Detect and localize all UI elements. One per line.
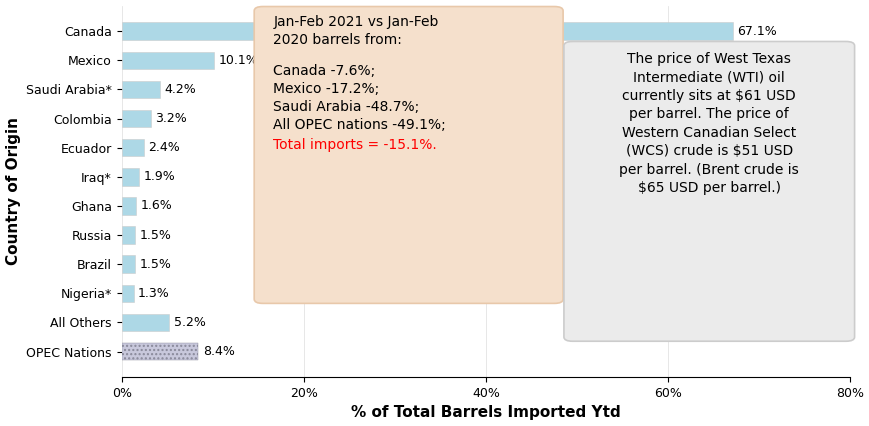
Text: 5.2%: 5.2% xyxy=(174,316,205,329)
Text: 2.4%: 2.4% xyxy=(148,141,180,154)
Text: Canada -7.6%;: Canada -7.6%; xyxy=(273,64,375,78)
Bar xyxy=(122,226,136,244)
Bar xyxy=(122,197,136,215)
Text: 8.4%: 8.4% xyxy=(202,345,235,358)
Bar xyxy=(122,23,732,40)
Text: 4.2%: 4.2% xyxy=(164,83,196,96)
Text: 1.3%: 1.3% xyxy=(138,287,169,300)
Text: All OPEC nations -49.1%;: All OPEC nations -49.1%; xyxy=(273,118,446,132)
Text: Total imports = -15.1%.: Total imports = -15.1%. xyxy=(273,138,436,152)
Text: 1.5%: 1.5% xyxy=(140,258,171,271)
Text: 10.1%: 10.1% xyxy=(218,54,258,67)
Bar xyxy=(122,168,139,186)
Text: 1.6%: 1.6% xyxy=(141,199,172,213)
Text: 1.9%: 1.9% xyxy=(143,170,176,183)
Text: Mexico -17.2%;: Mexico -17.2%; xyxy=(273,82,379,96)
Text: Jan-Feb 2021 vs Jan-Feb
2020 barrels from:: Jan-Feb 2021 vs Jan-Feb 2020 barrels fro… xyxy=(273,15,438,47)
Bar xyxy=(122,110,150,127)
Text: The price of West Texas
Intermediate (WTI) oil
currently sits at $61 USD
per bar: The price of West Texas Intermediate (WT… xyxy=(619,52,799,195)
Text: 67.1%: 67.1% xyxy=(737,25,776,37)
Bar xyxy=(122,314,169,331)
Bar xyxy=(122,52,214,69)
Text: Saudi Arabia -48.7%;: Saudi Arabia -48.7%; xyxy=(273,100,419,114)
X-axis label: % of Total Barrels Imported Ytd: % of Total Barrels Imported Ytd xyxy=(351,406,620,420)
Text: 1.5%: 1.5% xyxy=(140,228,171,242)
Y-axis label: Country of Origin: Country of Origin xyxy=(5,117,21,265)
Bar xyxy=(122,139,143,156)
Bar xyxy=(122,343,198,360)
Bar xyxy=(122,81,160,98)
Text: 3.2%: 3.2% xyxy=(156,112,187,125)
Bar xyxy=(122,256,136,273)
Bar xyxy=(122,285,134,302)
